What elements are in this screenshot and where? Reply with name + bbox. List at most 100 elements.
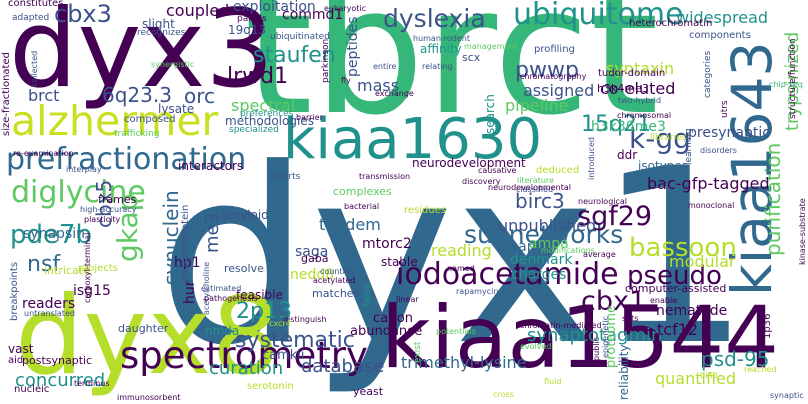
word: cation [373,311,414,326]
word: chromatography [520,72,587,81]
word: bacterial [344,202,380,211]
word: carboxyl-terminal [83,232,92,303]
word: categories [703,50,713,98]
word: assigned [523,81,595,100]
word: cbx1 [581,286,647,317]
word: composed [124,114,176,125]
word: structure/function [788,38,798,119]
word: intricate [44,264,90,277]
word: postsynaptic [22,354,93,367]
word: collected [30,50,39,87]
word: high-accuracy [80,205,137,214]
word: kinase-substrate [798,198,807,265]
word: prefractionation [6,142,247,177]
word: dyx8 [15,274,281,399]
word: hp1 [174,255,201,271]
word: size-fractionated [1,52,12,136]
word: named [447,264,475,273]
word: ubiquitome [513,0,684,32]
word: linear [396,295,419,304]
word: heterochromatin [629,18,713,29]
word: two-hybrid [618,96,662,105]
word: alzhermer [11,97,219,145]
word: modular [669,252,736,271]
word: systematic [235,328,355,353]
word: 15q21 [581,112,651,137]
word: tcf12 [657,320,699,339]
word: snap25 [502,239,554,255]
word: methodologies [225,114,314,128]
word: reading [431,241,492,260]
word: syntaxin [606,59,675,78]
word: lysate [158,102,195,116]
word: me3 [202,212,223,253]
word: quantified [655,369,737,388]
word: fluid [544,377,562,386]
word: parkinson [321,38,331,83]
word: tandem [319,215,381,234]
word: profiling [534,44,575,55]
word: iodoacetamide [396,257,619,292]
word: amyloid [221,208,269,222]
word: vast [8,342,34,356]
word: re-examination [13,149,74,158]
word: yeast [353,385,384,398]
word: evolved [520,342,552,351]
word: exploitation [233,0,316,15]
word: disorders [700,146,737,155]
word: bind [700,371,718,380]
word: feasible [236,288,283,302]
word: residues [404,205,447,216]
word: counting [320,267,355,276]
word: stable [381,255,418,269]
word: abundance [350,324,423,339]
word: tbrct [244,0,659,154]
word: k-gg [629,122,691,155]
word: synapsin [23,226,85,242]
word: modifications [541,246,595,255]
word: co-eluted [600,79,676,98]
word: matches [312,287,360,300]
word: barrier [296,113,323,122]
word: slight [142,17,175,31]
word: reliability [617,344,631,401]
word: unpublished [498,216,597,235]
word: bac-gfp-tagged [647,174,770,193]
word: potentials [436,327,476,336]
word: neurodevelopment [412,156,526,170]
word: false [362,283,373,307]
word: peptides [345,16,361,77]
word: isg15 [73,283,111,299]
word: sgf29 [577,201,653,232]
word: public [592,336,601,361]
word: libraries [650,133,687,143]
word: bassoon [629,233,737,263]
word: nsf [27,252,61,277]
word: pipeline [505,96,569,115]
word: synaptic [770,391,804,400]
word: synaptotagmin [527,325,663,346]
word: cxcr4 [269,319,291,328]
word: causative [478,166,517,175]
word: frames [98,193,137,206]
word: spectrometry [120,334,368,377]
word: relating [422,62,453,71]
word: orc [184,84,216,108]
word: scx [462,51,481,64]
word: database [301,356,385,377]
word: spectral [231,96,296,115]
word: acetylated [313,276,356,285]
word: saga [295,244,329,260]
word: eukaryotic [324,4,367,13]
word: h3k4me3 [597,82,649,95]
word: monoclonal [688,201,735,210]
word: specialized [229,125,279,135]
word: chromatin-mediated [520,321,602,330]
word: ddr [617,148,638,162]
word: sets [622,314,639,323]
word: preferences [240,109,294,119]
word: panels [237,14,267,24]
word: pwwp [515,58,579,83]
word: enable [650,296,678,305]
word: terminus [74,379,110,388]
